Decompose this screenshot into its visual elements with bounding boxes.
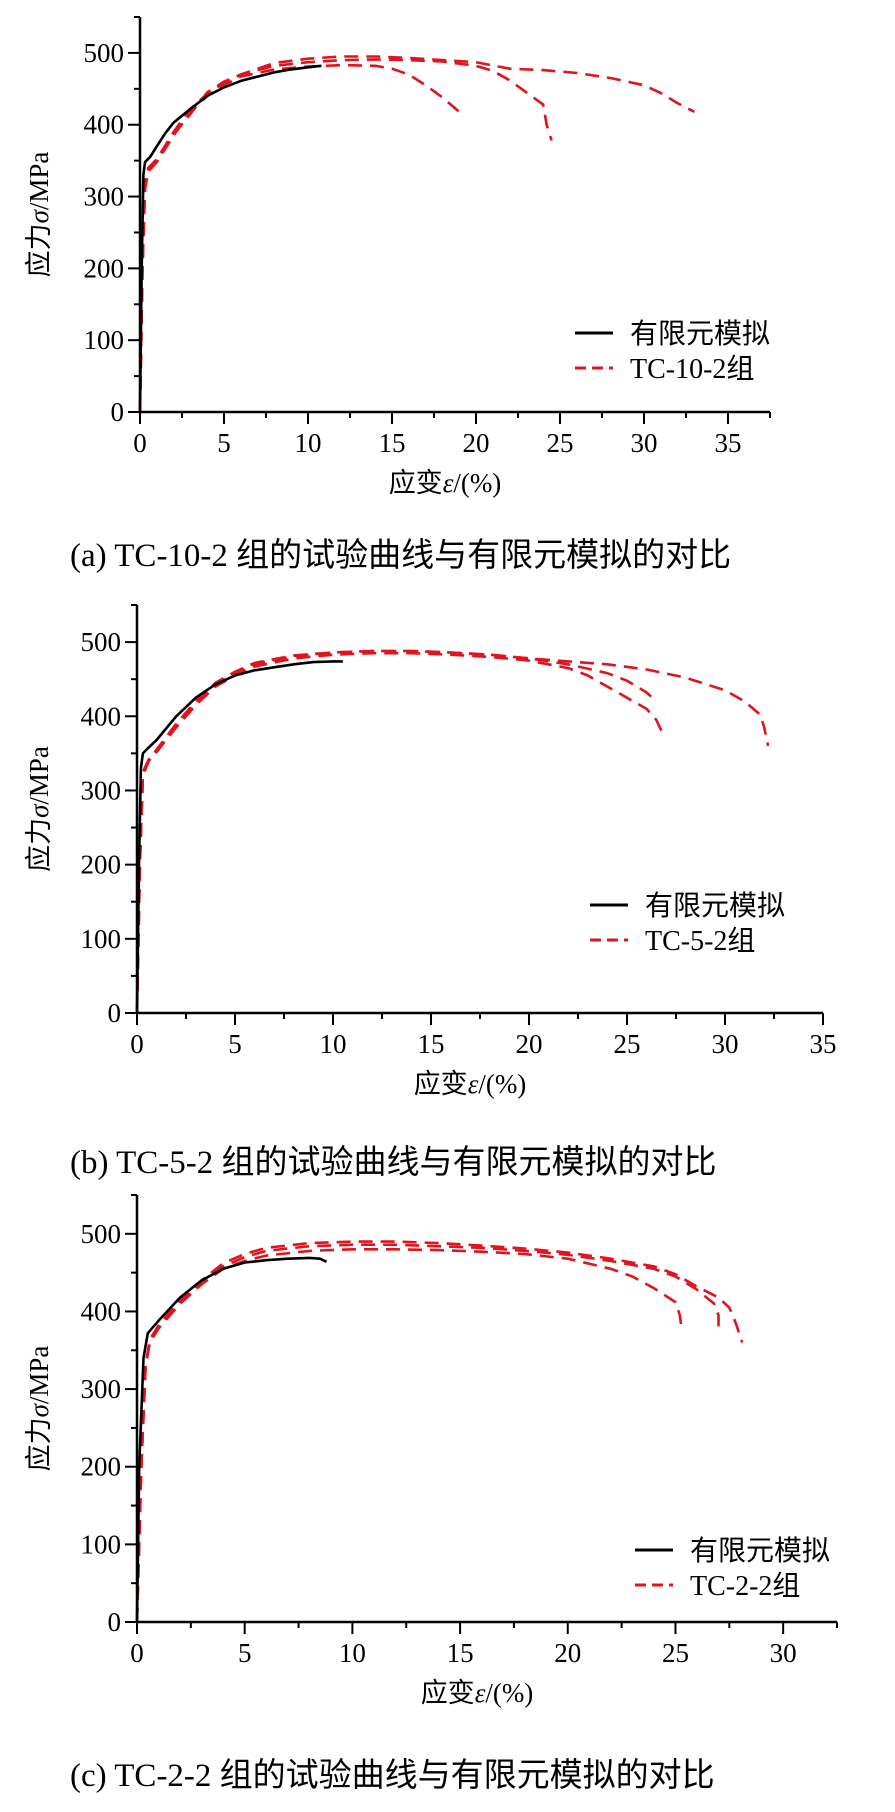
y-tick-label: 300 [81,775,122,805]
chart-panel-a: 0 5 10 15 20 25 30 35 0 100 200 300 400 500 应变ε/(%) 应力σ… [0,0,895,590]
x-tick-label: 30 [770,1638,797,1668]
y-axis-label-text: 应力 [24,1417,54,1471]
x-tick-label: 0 [133,428,147,458]
y-axis-label: 应力σ/MPa [24,746,54,872]
legend-test-label: TC-10-2组 [630,353,754,385]
x-axis-label: 应变ε/(%) [414,1069,527,1099]
y-tick-label: 500 [84,38,125,68]
x-tick-label: 15 [379,428,406,458]
y-tick-label: 0 [108,1607,122,1637]
x-axis-label-symbol: ε [443,468,454,498]
y-axis-label-text: 应力 [24,223,54,277]
legend-test-label: TC-5-2组 [645,925,755,957]
chart-b: 0 5 10 15 20 25 30 35 0 100 200 300 400 500 应变ε/(%) 应力σ… [24,604,837,1099]
y-tick-label: 200 [84,253,125,283]
legend-test-label: TC-2-2组 [690,1570,800,1602]
x-tick-label: 35 [715,428,742,458]
x-axis-label: 应变ε/(%) [421,1678,534,1708]
y-tick-label: 100 [81,924,122,954]
x-tick-label: 25 [662,1638,689,1668]
y-tick-label: 100 [81,1529,122,1559]
x-axis-label-text: 应变 [421,1678,475,1708]
x-tick-label: 10 [295,428,322,458]
x-tick-label: 0 [130,1029,144,1059]
y-tick-label: 300 [81,1374,122,1404]
y-axis-label: 应力σ/MPa [24,152,54,278]
y-axis-label-text: 应力 [24,818,54,872]
x-tick-label: 25 [547,428,574,458]
x-axis-label-symbol: ε [468,1069,479,1099]
x-tick-label: 10 [320,1029,347,1059]
x-tick-label: 30 [712,1029,739,1059]
y-tick-label: 0 [108,998,122,1028]
y-axis-label-unit: /MPa [24,1346,54,1405]
y-tick-label: 500 [81,1219,122,1249]
test-curve-line [135,1240,744,1623]
x-tick-label: 15 [418,1029,445,1059]
y-axis-label-unit: /MPa [24,152,54,211]
y-tick-label: 400 [84,110,125,140]
y-tick-label: 200 [81,850,122,880]
y-axis-label: 应力σ/MPa [24,1346,54,1472]
test-curve-line [135,1243,720,1623]
fem-simulation-line [135,1256,328,1623]
test-curve-line [135,651,664,1014]
x-axis-label-text: 应变 [414,1069,468,1099]
chart-c: 0 5 10 15 20 25 300100200300400500应变ε/(%)应力σ/M… [24,1194,838,1708]
fem-simulation-line [135,660,343,1014]
test-curve-line [135,649,770,1014]
x-tick-label: 5 [217,428,231,458]
x-tick-label: 10 [339,1638,366,1668]
legend-fem-label: 有限元模拟 [645,890,785,922]
x-axis-label-symbol: ε [475,1678,486,1708]
x-tick-label: 25 [614,1029,641,1059]
caption-b: (b) TC-5-2 组的试验曲线与有限元模拟的对比 [70,1145,717,1181]
x-tick-label: 35 [810,1029,837,1059]
y-axis-label-symbol: σ [24,803,54,818]
x-tick-label: 20 [516,1029,543,1059]
x-axis-label-text: 应变 [389,468,443,498]
x-axis-label: 应变ε/(%) [389,468,502,498]
x-tick-label: 20 [554,1638,581,1668]
chart-panel-c: 0 5 10 15 20 25 30 0 100 200 300 400 500 应变ε/(%) 应力σ/M… [0,1194,895,1812]
test-curve-line [135,1248,684,1623]
test-curve-line [138,55,695,413]
y-axis-label-unit: /MPa [24,746,54,805]
x-tick-label: 15 [447,1638,474,1668]
y-tick-label: 300 [84,182,125,212]
test-curve-line [138,58,553,413]
x-tick-label: 30 [631,428,658,458]
test-curve-line [138,63,461,413]
x-axis-label-unit: /(%) [478,1069,526,1099]
legend-fem-label: 有限元模拟 [630,318,770,350]
caption-a: (a) TC-10-2 组的试验曲线与有限元模拟的对比 [70,538,732,574]
y-tick-label: 500 [81,627,122,657]
legend-fem-label: 有限元模拟 [690,1535,830,1567]
chart-a: 0 5 10 15 20 25 30 35 0 100 200 300 400 500 应变ε/(%) 应力σ… [24,16,771,498]
y-tick-label: 400 [81,1296,122,1326]
x-tick-label: 5 [238,1638,252,1668]
x-tick-label: 5 [228,1029,242,1059]
chart-panel-b: 0 5 10 15 20 25 30 35 0 100 200 300 400 500 应变ε/(%) 应力σ… [0,590,895,1195]
x-tick-label: 20 [463,428,490,458]
y-axis-label-symbol: σ [24,1402,54,1417]
fem-simulation-line [138,64,322,413]
y-tick-label: 0 [111,397,125,427]
y-tick-label: 200 [81,1452,122,1482]
caption-c: (c) TC-2-2 组的试验曲线与有限元模拟的对比 [70,1758,715,1794]
x-tick-label: 0 [130,1638,144,1668]
y-axis-label-symbol: σ [24,208,54,223]
y-tick-label: 400 [81,701,122,731]
x-axis-label-unit: /(%) [485,1678,533,1708]
y-tick-label: 100 [84,325,125,355]
x-axis-label-unit: /(%) [453,468,501,498]
test-curve-line [135,649,658,1014]
